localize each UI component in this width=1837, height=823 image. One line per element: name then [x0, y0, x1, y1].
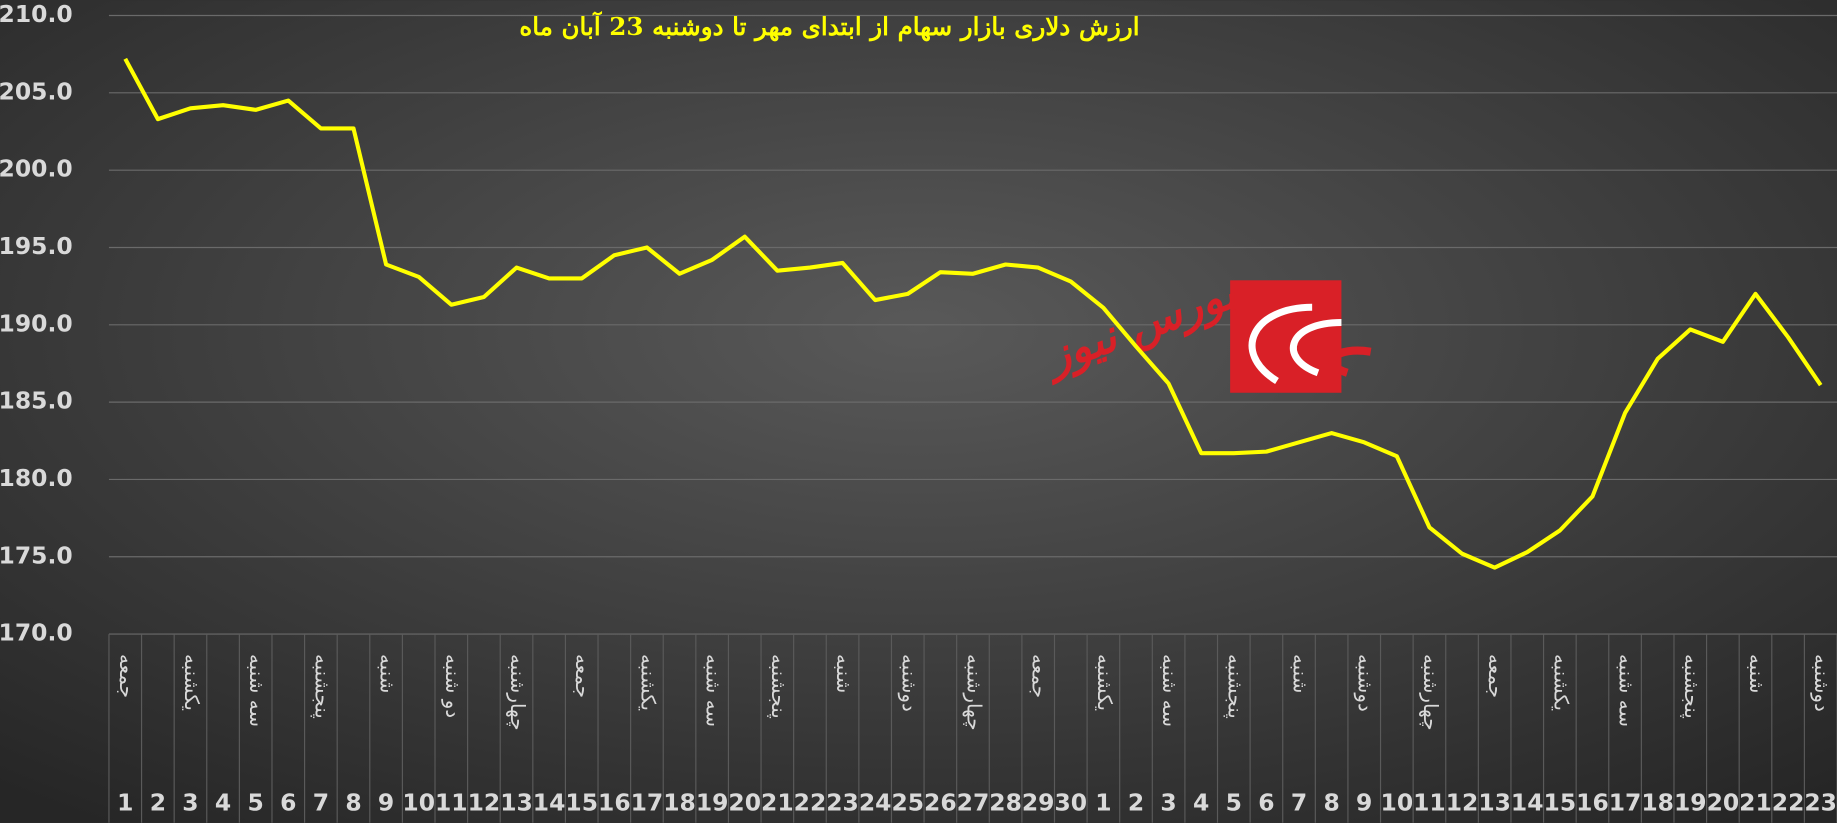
x-tick-label: 16	[598, 788, 631, 816]
y-tick-label: 210.0	[0, 0, 73, 28]
x-tick-label: 15	[565, 788, 598, 816]
logo-swoosh	[1289, 318, 1342, 377]
weekday-label: پنجشنبه	[1679, 654, 1703, 719]
weekday-label: جمعه	[115, 654, 138, 698]
x-tick-label: 5	[248, 788, 264, 816]
x-tick-label: 30	[1054, 788, 1087, 816]
weekday-label: چهارشنبه	[506, 654, 529, 731]
x-tick-label: 19	[696, 788, 729, 816]
y-tick-label: 200.0	[0, 155, 73, 183]
y-tick-label: 190.0	[0, 309, 73, 337]
x-tick-label: 21	[1739, 788, 1772, 816]
weekday-label: پنجشنبه	[1222, 654, 1246, 719]
weekday-label: سه شنبه	[1158, 654, 1181, 727]
weekday-label: چهارشنبه	[1419, 654, 1442, 731]
x-tick-label: 17	[1609, 788, 1642, 816]
chart-title: ارزش دلاری بازار سهام از ابتدای مهر تا د…	[519, 10, 1139, 42]
x-tick-label: 26	[924, 788, 957, 816]
weekday-label: جمعه	[1028, 654, 1051, 698]
weekday-label: سه شنبه	[245, 654, 268, 727]
x-tick-label: 8	[1323, 788, 1339, 816]
y-tick-label: 180.0	[0, 464, 73, 492]
line-series	[123, 57, 1823, 570]
x-tick-label: 28	[989, 788, 1022, 816]
x-tick-label: 17	[631, 788, 664, 816]
x-tick-label: 7	[313, 788, 329, 816]
y-tick-label: 185.0	[0, 387, 73, 415]
weekday-label: شنبه	[1745, 654, 1768, 693]
weekday-label: دو شنبه	[441, 654, 464, 718]
x-tick-label: 23	[1804, 788, 1837, 816]
x-tick-label: 10	[402, 788, 435, 816]
logo-swoosh	[1328, 346, 1372, 377]
x-tick-label: 14	[533, 788, 566, 816]
x-tick-label: 3	[182, 788, 198, 816]
x-tick-label: 13	[1478, 788, 1511, 816]
weekday-label: جمعه	[1484, 654, 1507, 698]
x-tick-label: 2	[1128, 788, 1144, 816]
x-tick-label: 12	[468, 788, 501, 816]
x-tick-label: 18	[1641, 788, 1674, 816]
x-tick-label: 20	[1707, 788, 1740, 816]
x-tick-label: 3	[1160, 788, 1176, 816]
weekday-label: دوشنبه	[1810, 654, 1833, 712]
x-tick-label: 15	[1544, 788, 1577, 816]
x-tick-label: 20	[728, 788, 761, 816]
x-tick-label: 11	[1413, 788, 1446, 816]
x-tick-label: 23	[826, 788, 859, 816]
x-tick-label: 6	[1258, 788, 1274, 816]
x-tick-label: 21	[761, 788, 794, 816]
weekday-label: شنبه	[376, 654, 399, 693]
weekday-label: جمعه	[571, 654, 594, 698]
y-tick-label: 195.0	[0, 232, 73, 260]
weekday-label: شنبه	[832, 654, 855, 693]
x-tick-label: 6	[280, 788, 296, 816]
weekday-label: سه شنبه	[702, 654, 725, 727]
weekday-label: یکشنبه	[1549, 654, 1572, 711]
x-tick-label: 14	[1511, 788, 1544, 816]
weekday-label: دوشنبه	[897, 654, 920, 712]
x-tick-label: 9	[1356, 788, 1372, 816]
x-tick-label: 27	[957, 788, 990, 816]
weekday-label: پنجشنبه	[766, 654, 790, 719]
x-tick-label: 8	[345, 788, 361, 816]
logo-box	[1230, 280, 1342, 393]
y-tick-label: 170.0	[0, 619, 73, 647]
weekday-label: یکشنبه	[636, 654, 659, 711]
y-tick-label: 205.0	[0, 77, 73, 105]
x-tick-label: 22	[1772, 788, 1805, 816]
x-tick-label: 18	[663, 788, 696, 816]
weekday-label: دوشنبه	[1354, 654, 1377, 712]
weekday-label: سه شنبه	[1615, 654, 1638, 727]
x-tick-label: 22	[794, 788, 827, 816]
x-tick-label: 1	[1095, 788, 1111, 816]
weekday-label: چهارشنبه	[962, 654, 985, 731]
x-tick-label: 16	[1576, 788, 1609, 816]
x-tick-label: 25	[891, 788, 924, 816]
x-tick-label: 24	[859, 788, 892, 816]
weekday-label: یکشنبه	[180, 654, 203, 711]
logo-swoosh	[1248, 303, 1313, 385]
x-tick-label: 1	[117, 788, 133, 816]
x-tick-label: 7	[1291, 788, 1307, 816]
x-tick-label: 2	[150, 788, 166, 816]
x-tick-label: 9	[378, 788, 394, 816]
x-tick-label: 10	[1381, 788, 1414, 816]
x-tick-label: 4	[1193, 788, 1209, 816]
x-tick-label: 11	[435, 788, 468, 816]
weekday-label: یکشنبه	[1093, 654, 1116, 711]
x-tick-label: 12	[1446, 788, 1479, 816]
x-tick-label: 5	[1226, 788, 1242, 816]
x-tick-label: 4	[215, 788, 231, 816]
weekday-label: شنبه	[1289, 654, 1312, 693]
weekday-label: پنجشنبه	[309, 654, 333, 719]
y-tick-label: 175.0	[0, 541, 73, 569]
x-tick-label: 29	[1022, 788, 1055, 816]
x-tick-label: 19	[1674, 788, 1707, 816]
x-tick-label: 13	[500, 788, 533, 816]
